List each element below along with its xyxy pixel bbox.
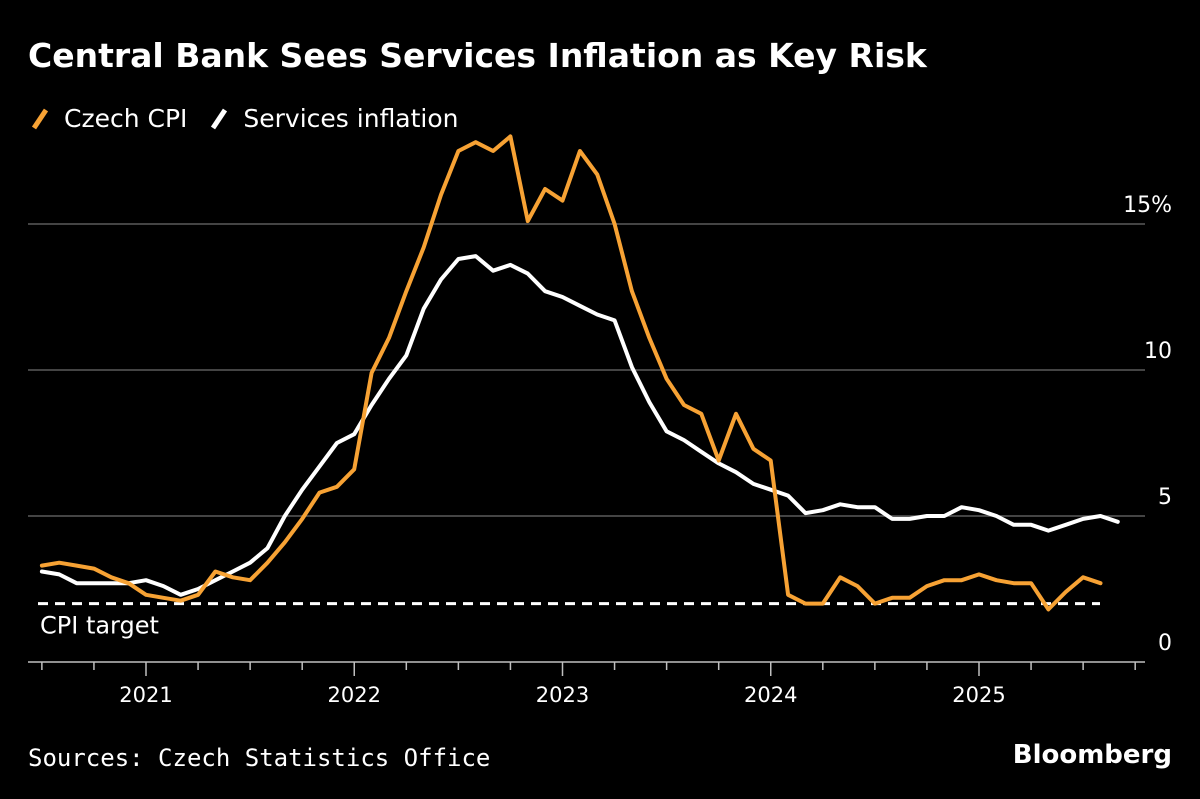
- legend-item-czech-cpi: Czech CPI: [30, 104, 187, 133]
- x-tick-label: 2022: [328, 683, 381, 707]
- legend-label-services-inflation: Services inflation: [243, 104, 459, 133]
- legend-swatch-czech-cpi: [31, 108, 49, 129]
- legend: Czech CPI Services inflation: [30, 104, 481, 133]
- brand-logo: Bloomberg: [1012, 740, 1172, 770]
- x-axis: 2021 2022 2023 2024 2025: [28, 661, 1145, 707]
- source-note: Sources: Czech Statistics Office: [28, 744, 491, 772]
- y-tick-label: 5: [1158, 485, 1172, 510]
- legend-label-czech-cpi: Czech CPI: [64, 104, 188, 133]
- x-tick-label: 2024: [744, 683, 797, 707]
- legend-item-services-inflation: Services inflation: [209, 104, 459, 133]
- x-tick-label: 2025: [952, 683, 1005, 707]
- reference-lines: CPI target: [38, 602, 1100, 640]
- chart-title: Central Bank Sees Services Inflation as …: [28, 36, 927, 75]
- x-tick-label: 2021: [119, 683, 172, 707]
- series-lines: [39, 134, 1120, 612]
- x-tick-label: 2023: [536, 683, 589, 707]
- gridlines: [28, 223, 1145, 517]
- cpi-target-label: CPI target: [40, 612, 159, 640]
- y-tick-label: 10: [1144, 339, 1172, 364]
- y-tick-label: 0: [1158, 631, 1172, 656]
- series-line-czech-cpi: [39, 134, 1103, 612]
- series-line-services-inflation: [39, 254, 1120, 597]
- y-tick-label: 15%: [1123, 193, 1172, 218]
- legend-swatch-services-inflation: [211, 108, 228, 129]
- y-axis-labels: 0 5 10 15%: [1123, 193, 1172, 656]
